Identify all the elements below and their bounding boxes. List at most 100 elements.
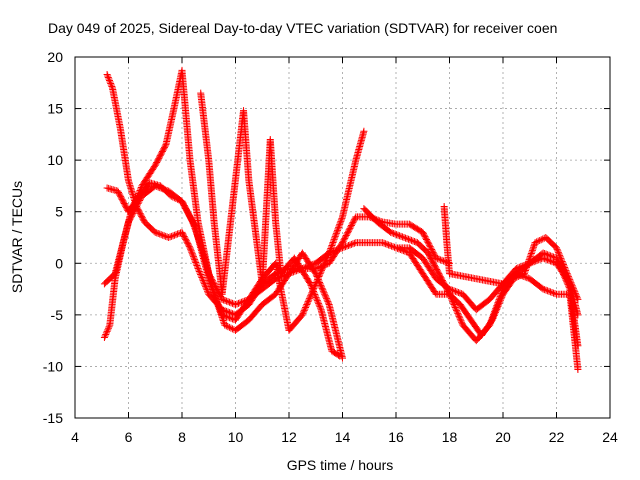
data-point — [512, 264, 520, 272]
data-point — [541, 250, 549, 258]
data-point — [102, 330, 110, 338]
data-point — [530, 242, 538, 250]
series-track-5 — [197, 89, 344, 360]
data-point — [233, 300, 241, 308]
data-point — [521, 273, 529, 281]
data-point — [208, 282, 216, 290]
data-point — [496, 294, 504, 302]
data-point — [193, 261, 201, 269]
data-point — [404, 235, 412, 243]
data-point — [101, 332, 109, 340]
data-point — [333, 228, 341, 236]
data-point — [209, 285, 217, 293]
data-point — [350, 216, 358, 224]
data-point — [434, 255, 442, 263]
data-point — [491, 308, 499, 316]
data-point — [207, 281, 215, 289]
data-point — [558, 266, 566, 274]
data-point — [403, 235, 411, 243]
data-point — [392, 244, 400, 252]
data-point — [313, 277, 321, 285]
data-point — [100, 334, 108, 342]
data-point — [311, 291, 319, 299]
data-point — [192, 259, 200, 267]
data-point — [179, 199, 187, 207]
data-point — [156, 184, 164, 192]
data-point — [205, 275, 213, 283]
data-point — [160, 185, 168, 193]
data-point — [322, 256, 330, 264]
data-point — [190, 254, 198, 262]
x-tick-label: 18 — [442, 429, 458, 445]
data-point — [396, 246, 404, 254]
data-point — [189, 219, 197, 227]
series-track-6 — [360, 205, 582, 339]
data-point — [316, 303, 324, 311]
data-point — [493, 302, 501, 310]
data-point — [171, 231, 179, 239]
data-point — [315, 273, 323, 281]
data-point — [206, 278, 214, 286]
data-point — [198, 275, 206, 283]
data-point — [399, 247, 407, 255]
data-point — [308, 283, 316, 291]
data-point — [447, 293, 455, 301]
data-point — [317, 283, 325, 291]
data-point — [211, 293, 219, 301]
data-point — [214, 299, 222, 307]
data-point — [311, 268, 319, 276]
data-points — [100, 66, 582, 374]
data-point — [188, 217, 196, 225]
series-track-4 — [100, 127, 368, 334]
data-point — [320, 261, 328, 269]
data-point — [456, 315, 464, 323]
data-point — [515, 263, 523, 271]
data-point — [344, 242, 352, 250]
data-point — [319, 286, 327, 294]
data-point — [422, 234, 430, 242]
data-point — [306, 279, 314, 287]
data-point — [428, 246, 436, 254]
data-point — [332, 229, 340, 237]
data-point — [537, 236, 545, 244]
data-point — [200, 280, 208, 288]
data-point — [301, 305, 309, 313]
data-point — [337, 216, 345, 224]
data-point — [166, 233, 174, 241]
data-point — [515, 271, 523, 279]
data-point — [151, 182, 159, 190]
data-point — [401, 247, 409, 255]
data-point — [554, 247, 562, 255]
data-point — [545, 287, 553, 295]
data-point — [527, 249, 535, 257]
data-point — [314, 298, 322, 306]
data-point — [453, 306, 461, 314]
data-point — [316, 304, 324, 312]
data-point — [446, 290, 453, 298]
data-point — [490, 311, 498, 319]
data-point — [331, 234, 339, 242]
data-point — [172, 231, 180, 239]
data-point — [127, 212, 135, 220]
data-point — [447, 295, 455, 303]
data-point — [193, 263, 201, 271]
data-point — [492, 303, 500, 311]
data-point — [428, 247, 436, 255]
data-point — [528, 248, 536, 256]
data-point — [451, 302, 459, 310]
data-point — [542, 250, 550, 258]
data-point — [132, 204, 140, 212]
data-point — [335, 223, 343, 231]
data-point — [182, 206, 190, 214]
data-point — [153, 183, 161, 191]
data-point — [306, 280, 314, 288]
data-point — [456, 314, 464, 322]
data-point — [104, 324, 112, 332]
data-point — [323, 255, 331, 263]
data-point — [154, 183, 162, 191]
data-point — [457, 317, 465, 325]
series-track-8 — [440, 203, 582, 350]
data-point — [188, 216, 196, 224]
data-point — [136, 195, 144, 203]
data-point — [341, 233, 349, 241]
